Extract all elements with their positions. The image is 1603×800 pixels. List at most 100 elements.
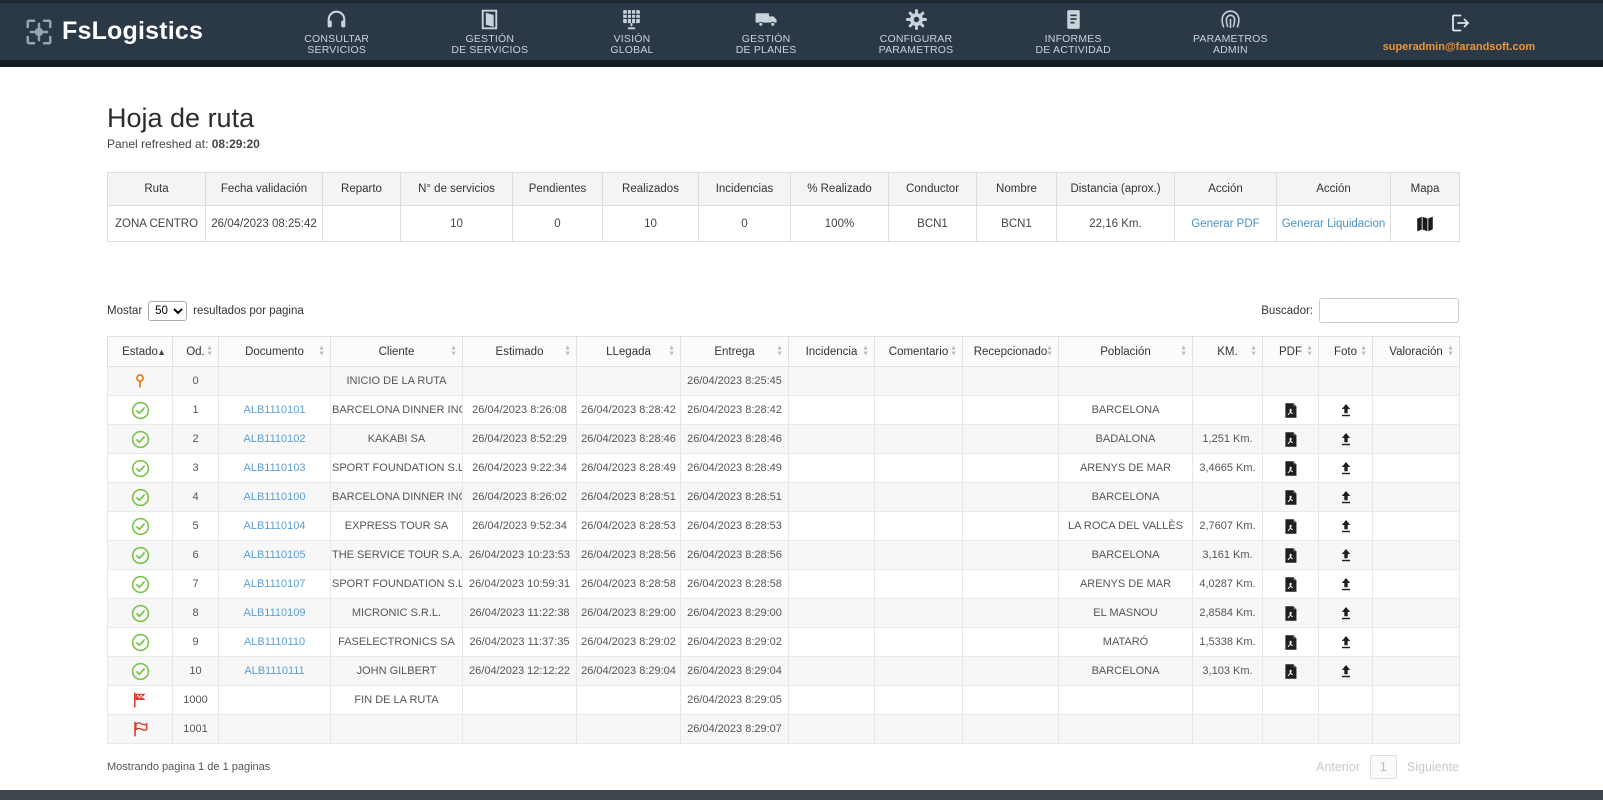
door-icon xyxy=(477,7,502,32)
table-row: 10 ALB1110111 JOHN GILBERT 26/04/2023 12:12… xyxy=(107,656,1460,686)
cell-foto xyxy=(1318,482,1373,512)
truck-icon xyxy=(754,7,779,32)
cell-entrega: 26/04/2023 8:29:04 xyxy=(680,656,789,686)
cell-cliente: BARCELONA DINNER INC xyxy=(330,395,463,425)
summary-col-mapa: Mapa xyxy=(1390,172,1460,206)
column-header-documento[interactable]: Documento ▲ ▼ xyxy=(218,336,331,367)
photo-upload-icon[interactable] xyxy=(1338,460,1354,476)
cell-llegada xyxy=(576,366,681,396)
cell-foto xyxy=(1318,540,1373,570)
pdf-download-icon[interactable] xyxy=(1282,402,1299,419)
document-link[interactable]: ALB1110104 xyxy=(243,520,306,532)
column-header-od[interactable]: Od. ▲ ▼ xyxy=(172,336,219,367)
cell-cliente: THE SERVICE TOUR S.A. xyxy=(330,540,463,570)
generar-pdf-link[interactable]: Generar PDF xyxy=(1191,217,1260,230)
cell-llegada: 26/04/2023 8:29:02 xyxy=(576,627,681,657)
document-link[interactable]: ALB1110109 xyxy=(243,607,306,619)
cell-incidencia xyxy=(788,395,875,425)
nav-item-consultar-servicios[interactable]: CONSULTAR SERVICIOS xyxy=(304,7,369,57)
document-link[interactable]: ALB1110107 xyxy=(243,578,306,590)
pdf-download-icon[interactable] xyxy=(1282,518,1299,535)
document-link[interactable]: ALB1110100 xyxy=(243,491,306,503)
column-header-entrega[interactable]: Entrega ▲ ▼ xyxy=(680,336,789,367)
column-header-cliente[interactable]: Cliente ▲ ▼ xyxy=(330,336,463,367)
document-link[interactable]: ALB1110111 xyxy=(244,665,305,677)
search-input[interactable] xyxy=(1319,298,1459,323)
column-header-valoracion[interactable]: Valoración ▲ ▼ xyxy=(1372,336,1460,367)
cell-valoracion xyxy=(1372,569,1460,599)
sort-icon: ▲ ▼ xyxy=(1306,344,1313,358)
document-link[interactable]: ALB1110105 xyxy=(243,549,306,561)
photo-upload-icon[interactable] xyxy=(1338,431,1354,447)
pdf-download-icon[interactable] xyxy=(1282,576,1299,593)
column-header-km[interactable]: KM. ▲ ▼ xyxy=(1192,336,1263,367)
cell-comentario xyxy=(874,569,963,599)
nav-item-vision-global[interactable]: VISIÓN GLOBAL xyxy=(610,7,653,57)
column-header-estimado[interactable]: Estimado ▲ ▼ xyxy=(462,336,577,367)
previous-page-button[interactable]: Anterior xyxy=(1316,760,1360,774)
column-header-foto[interactable]: Foto ▲ ▼ xyxy=(1318,336,1373,367)
pdf-download-icon[interactable] xyxy=(1282,605,1299,622)
page-size-select[interactable]: 50 xyxy=(148,300,188,321)
cell-poblacion xyxy=(1058,685,1193,715)
next-page-button[interactable]: Siguiente xyxy=(1406,760,1459,774)
cell-comentario xyxy=(874,598,963,628)
cell-recepcionado xyxy=(962,511,1059,541)
photo-upload-icon[interactable] xyxy=(1338,663,1354,679)
summary-col-n-servicios: N° de servicios xyxy=(400,172,513,206)
column-header-poblacion[interactable]: Población ▲ ▼ xyxy=(1058,336,1193,367)
document-link[interactable]: ALB1110110 xyxy=(243,636,306,648)
cell-poblacion: LA ROCA DEL VALLÈS xyxy=(1058,511,1193,541)
sort-icon: ▲ ▼ xyxy=(564,344,571,358)
cell-incidencia xyxy=(788,511,875,541)
nav-item-parametros-admin[interactable]: PARAMETROS ADMIN xyxy=(1193,7,1268,57)
photo-upload-icon[interactable] xyxy=(1338,576,1354,592)
document-link[interactable]: ALB1110101 xyxy=(243,404,306,416)
cell-pdf xyxy=(1262,482,1319,512)
photo-upload-icon[interactable] xyxy=(1338,402,1354,418)
cell-estado xyxy=(107,511,173,541)
nav-item-informes-de-actividad[interactable]: INFORMES DE ACTIVIDAD xyxy=(1036,7,1111,57)
photo-upload-icon[interactable] xyxy=(1338,605,1354,621)
photo-upload-icon[interactable] xyxy=(1338,547,1354,563)
column-header-llegada[interactable]: LLegada ▲ ▼ xyxy=(576,336,681,367)
cell-estado xyxy=(107,569,173,599)
photo-upload-icon[interactable] xyxy=(1338,518,1354,534)
pdf-download-icon[interactable] xyxy=(1282,634,1299,651)
cell-valoracion xyxy=(1372,366,1460,396)
brand[interactable]: FsLogistics xyxy=(24,17,203,47)
column-header-pdf[interactable]: PDF ▲ ▼ xyxy=(1262,336,1319,367)
pdf-download-icon[interactable] xyxy=(1282,663,1299,680)
cell-recepcionado xyxy=(962,395,1059,425)
cell-comentario xyxy=(874,511,963,541)
nav-item-gestion-de-planes[interactable]: GESTIÓN DE PLANES xyxy=(736,7,797,57)
top-navigation-bar: FsLogistics CONSULTAR SERVICIOS GESTIÓN DE… xyxy=(0,0,1603,67)
nav-item-gestion-de-servicios[interactable]: GESTIÓN DE SERVICIOS xyxy=(451,7,528,57)
document-link[interactable]: ALB1110102 xyxy=(243,433,306,445)
generar-liquidacion-link[interactable]: Generar Liquidacion xyxy=(1281,217,1386,230)
photo-upload-icon[interactable] xyxy=(1338,489,1354,505)
cell-pdf xyxy=(1262,656,1319,686)
cell-recepcionado xyxy=(962,482,1059,512)
sort-icon: ▲ ▼ xyxy=(1360,344,1367,358)
map-icon[interactable] xyxy=(1415,215,1435,233)
logout-user-menu[interactable]: superadmin@farandsoft.com xyxy=(1374,11,1544,53)
column-header-recepcionado[interactable]: Recepcionado ▲ ▼ xyxy=(962,336,1059,367)
current-page-button[interactable]: 1 xyxy=(1369,755,1397,779)
column-header-estado[interactable]: Estado ▲ xyxy=(107,336,173,367)
pdf-download-icon[interactable] xyxy=(1282,431,1299,448)
document-link[interactable]: ALB1110103 xyxy=(243,462,306,474)
cell-foto xyxy=(1318,569,1373,599)
sort-icon: ▲ ▼ xyxy=(1046,344,1053,358)
column-header-comentario[interactable]: Comentario ▲ ▼ xyxy=(874,336,963,367)
pdf-download-icon[interactable] xyxy=(1282,460,1299,477)
pdf-download-icon[interactable] xyxy=(1282,547,1299,564)
cell-documento: ALB1110105 xyxy=(218,540,331,570)
column-label: Recepcionado xyxy=(973,345,1048,358)
column-header-incidencia[interactable]: Incidencia ▲ ▼ xyxy=(788,336,875,367)
photo-upload-icon[interactable] xyxy=(1338,634,1354,650)
pdf-download-icon[interactable] xyxy=(1282,489,1299,506)
nav-item-configurar-parametros[interactable]: CONFIGURAR PARAMETROS xyxy=(879,7,954,57)
cell-incidencia xyxy=(788,598,875,628)
cell-foto xyxy=(1318,366,1373,396)
